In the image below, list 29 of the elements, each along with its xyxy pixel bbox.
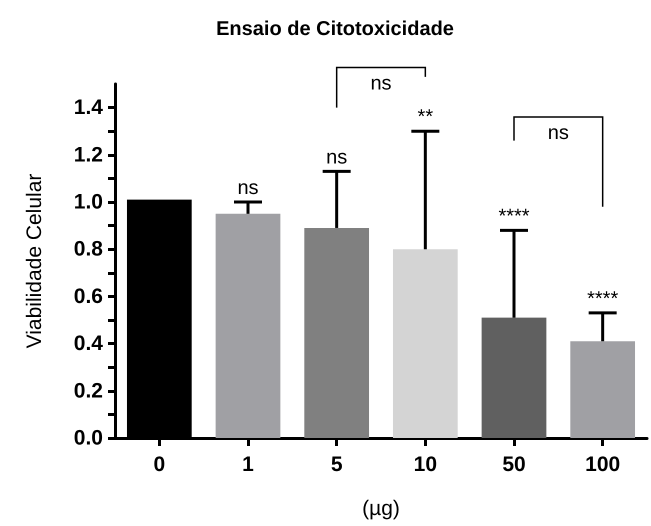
annotation: ns xyxy=(370,72,392,94)
bar xyxy=(392,249,458,438)
bar xyxy=(304,228,370,438)
bar xyxy=(216,214,280,438)
annotation: **** xyxy=(587,288,618,310)
y-tick-label: 0.6 xyxy=(74,284,103,308)
annotation: ns xyxy=(326,146,348,168)
y-tick-label: 0.8 xyxy=(74,238,104,261)
annotation: ns xyxy=(548,122,569,144)
annotation: ns xyxy=(237,177,259,199)
x-tick-label: 5 xyxy=(330,453,343,476)
x-axis-title: (µg) xyxy=(362,497,400,520)
x-tick-label: 0 xyxy=(153,453,166,476)
chart-title: Ensaio de Citotoxicidade xyxy=(216,18,454,40)
y-tick-label: 0.4 xyxy=(74,332,104,356)
y-tick-label: 0.0 xyxy=(74,426,103,450)
x-tick-label: 1 xyxy=(242,453,254,476)
x-tick-label: 10 xyxy=(414,453,438,476)
x-tick-label: 50 xyxy=(502,453,526,476)
y-tick-label: 1.4 xyxy=(74,96,104,120)
annotation: ** xyxy=(418,106,434,128)
x-tick-label: 100 xyxy=(585,453,620,476)
annotation: **** xyxy=(498,205,530,228)
y-tick-label: 1.0 xyxy=(74,190,103,214)
y-axis-title: Viabilidade Celular xyxy=(23,174,46,348)
y-tick-label: 1.2 xyxy=(74,143,103,166)
y-tick-label: 0.2 xyxy=(74,379,103,402)
bar xyxy=(570,341,636,438)
bar xyxy=(482,318,546,438)
